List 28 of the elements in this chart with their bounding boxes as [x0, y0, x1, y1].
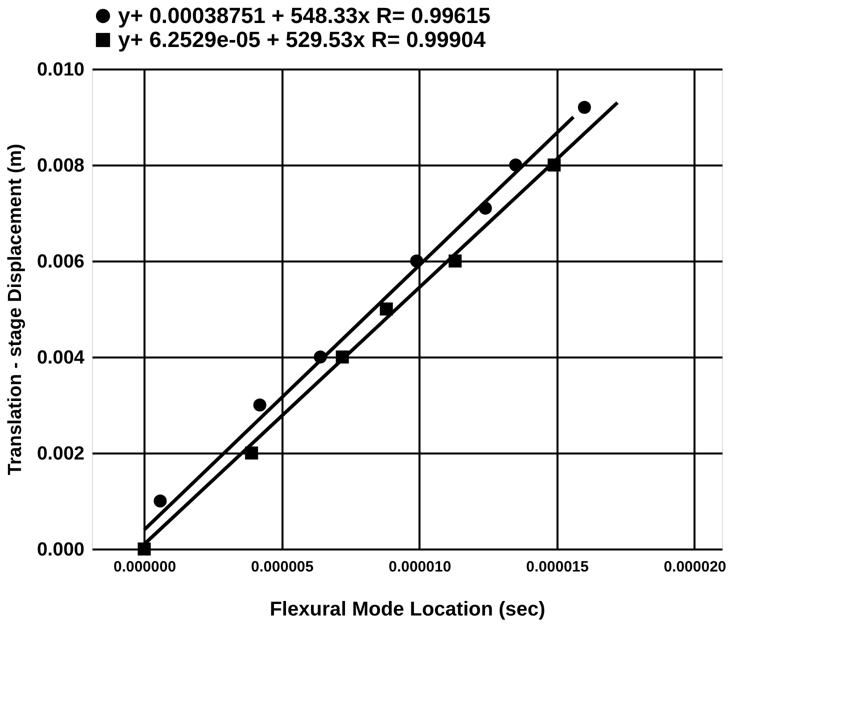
- point: [245, 446, 258, 460]
- y-tick-label: 0.004: [36, 348, 85, 368]
- x-tick-label: 0.000005: [251, 558, 314, 576]
- y-tick-label: 0.006: [36, 252, 84, 272]
- y-tick-label: 0.002: [36, 444, 84, 464]
- point: [478, 202, 492, 215]
- x-tick-label: 0.000010: [388, 558, 452, 576]
- x-tick-label: 0.000020: [664, 558, 726, 576]
- x-axis-title: Flexural Mode Location (sec): [270, 598, 546, 620]
- point: [253, 398, 266, 412]
- point: [154, 494, 167, 508]
- point: [509, 158, 522, 172]
- point: [548, 158, 561, 172]
- x-tick-label: 0.000015: [526, 558, 589, 576]
- point: [410, 254, 424, 268]
- y-axis-title: Translation - stage Displacement (m): [4, 144, 26, 476]
- point: [448, 254, 462, 268]
- point: [336, 350, 349, 364]
- point: [314, 350, 327, 364]
- point: [380, 302, 393, 316]
- y-tick-label: 0.008: [36, 156, 84, 176]
- legend-label: y+ 0.00038751 + 548.33x R= 0.99615: [118, 3, 491, 28]
- point: [138, 542, 151, 556]
- point: [578, 100, 591, 114]
- legend-label: y+ 6.2529e-05 + 529.53x R= 0.99904: [118, 27, 486, 52]
- y-tick-label: 0.000: [36, 540, 84, 560]
- x-tick-label: 0.000000: [113, 558, 176, 576]
- y-tick-label: 0.010: [36, 60, 84, 80]
